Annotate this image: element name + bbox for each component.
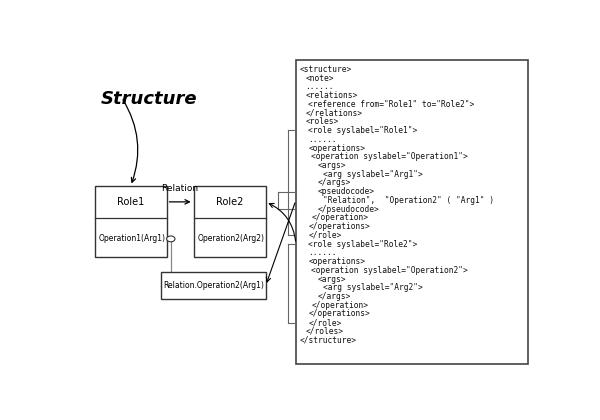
Text: <note>: <note> <box>305 74 334 83</box>
Text: <arg syslabel="Arg2">: <arg syslabel="Arg2"> <box>323 283 423 292</box>
Text: Role1: Role1 <box>117 197 144 207</box>
Text: "Relation",  "Operation2" ( "Arg1" ): "Relation", "Operation2" ( "Arg1" ) <box>323 196 494 205</box>
Text: <relations>: <relations> <box>305 91 358 100</box>
Text: Relation.Operation2(Arg1): Relation.Operation2(Arg1) <box>163 281 264 290</box>
Text: <structure>: <structure> <box>299 65 352 74</box>
Text: </operation>: </operation> <box>311 213 368 223</box>
Text: </relations>: </relations> <box>305 109 362 118</box>
Text: <operation syslabel="Operation2">: <operation syslabel="Operation2"> <box>311 266 468 275</box>
Text: Relation: Relation <box>161 184 199 193</box>
Text: Role2: Role2 <box>216 197 244 207</box>
Text: <args>: <args> <box>317 161 346 170</box>
Text: <roles>: <roles> <box>305 117 338 126</box>
Text: </args>: </args> <box>317 178 350 187</box>
Text: </operations>: </operations> <box>308 310 370 318</box>
FancyBboxPatch shape <box>296 60 529 364</box>
Text: </operations>: </operations> <box>308 222 370 231</box>
Text: <operations>: <operations> <box>308 257 365 266</box>
Text: </structure>: </structure> <box>299 336 356 345</box>
Text: </roles>: </roles> <box>305 327 343 336</box>
Text: <role syslabel="Role2">: <role syslabel="Role2"> <box>308 239 418 249</box>
Text: <operations>: <operations> <box>308 144 365 152</box>
Text: Operation2(Arg2): Operation2(Arg2) <box>197 234 264 243</box>
Text: Operation1(Arg1): Operation1(Arg1) <box>98 234 165 243</box>
Text: </pseudocode>: </pseudocode> <box>317 205 379 214</box>
Text: ......: ...... <box>308 135 337 144</box>
FancyBboxPatch shape <box>194 186 266 257</box>
Circle shape <box>167 236 175 242</box>
Text: Structure: Structure <box>101 90 197 108</box>
FancyBboxPatch shape <box>161 272 266 299</box>
Text: </role>: </role> <box>308 318 341 327</box>
Text: <reference from="Role1" to="Role2">: <reference from="Role1" to="Role2"> <box>308 100 475 109</box>
FancyBboxPatch shape <box>95 186 167 257</box>
Text: ......: ...... <box>305 82 334 92</box>
Text: </args>: </args> <box>317 292 350 301</box>
Text: </role>: </role> <box>308 231 341 240</box>
Text: </operation>: </operation> <box>311 301 368 310</box>
Text: <pseudocode>: <pseudocode> <box>317 187 374 196</box>
Text: ......: ...... <box>308 248 337 257</box>
Text: <args>: <args> <box>317 275 346 284</box>
Text: <role syslabel="Role1">: <role syslabel="Role1"> <box>308 126 418 135</box>
Text: <arg syslabel="Arg1">: <arg syslabel="Arg1"> <box>323 170 423 179</box>
Text: <operation syslabel="Operation1">: <operation syslabel="Operation1"> <box>311 152 468 161</box>
